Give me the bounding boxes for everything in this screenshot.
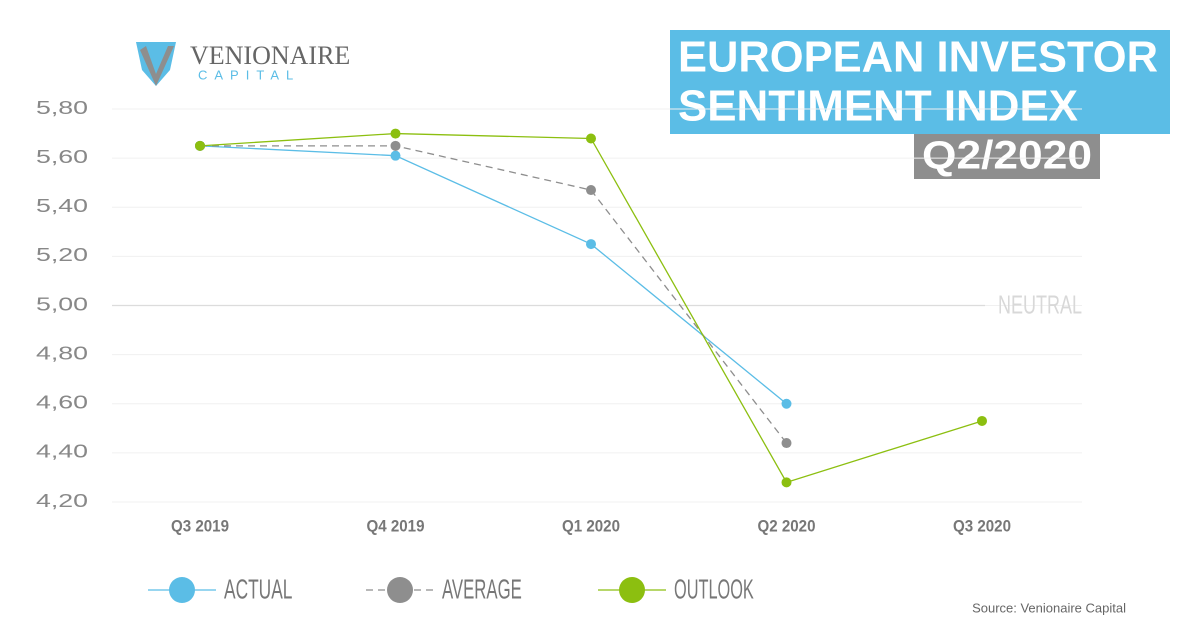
subtitle-box <box>914 134 1100 179</box>
x-tick-label: Q3 2019 <box>171 516 229 535</box>
data-point <box>390 128 401 139</box>
legend-item: AVERAGE <box>366 573 522 604</box>
source: Source: Venionaire Capital <box>972 600 1126 615</box>
chart-title: SENTIMENT INDEX <box>678 82 1078 131</box>
legend-marker <box>169 577 195 603</box>
series-line <box>199 145 787 405</box>
x-tick-label: Q2 2020 <box>758 516 816 535</box>
logo-tagline: CAPITAL <box>198 67 300 82</box>
y-tick-label: 5,40 <box>36 196 88 216</box>
data-point <box>781 477 792 488</box>
data-point <box>781 398 792 409</box>
data-point <box>390 140 401 151</box>
legend-marker <box>619 577 645 603</box>
neutral-label: NEUTRAL <box>998 289 1082 319</box>
chart-title: EUROPEAN INVESTOR <box>678 33 1158 82</box>
x-tick-label: Q4 2019 <box>367 516 425 535</box>
logo-mark <box>140 46 174 86</box>
data-point <box>586 239 596 250</box>
y-tick-label: 4,60 <box>36 393 88 413</box>
data-point <box>195 140 205 151</box>
legend-item: ACTUAL <box>148 573 292 604</box>
y-tick-label: 5,00 <box>36 294 88 314</box>
x-tick-label: Q1 2020 <box>562 516 620 535</box>
y-tick-label: 5,80 <box>36 98 88 118</box>
data-point <box>586 133 596 144</box>
data-point <box>390 150 401 161</box>
data-point <box>781 438 792 449</box>
y-tick-label: 4,20 <box>36 491 88 511</box>
legend-marker <box>387 577 413 603</box>
series-line <box>200 145 788 444</box>
data-point <box>586 185 596 196</box>
y-tick-label: 4,40 <box>36 442 88 462</box>
y-tick-label: 5,20 <box>36 245 88 265</box>
data-point <box>977 415 987 426</box>
legend-label: ACTUAL <box>224 573 292 604</box>
y-tick-label: 5,60 <box>36 147 88 167</box>
chart-subtitle: Q2/2020 <box>922 134 1092 178</box>
y-tick-label: 4,80 <box>36 343 88 363</box>
logo-name: VENIONAIRE <box>190 41 350 70</box>
legend-label: AVERAGE <box>442 573 522 604</box>
legend-label: OUTLOOK <box>674 573 754 604</box>
logo: VENIONAIRE CAPITAL <box>136 41 350 86</box>
x-tick-label: Q3 2020 <box>953 516 1011 535</box>
legend-item: OUTLOOK <box>598 573 754 604</box>
title-box <box>670 30 1170 134</box>
